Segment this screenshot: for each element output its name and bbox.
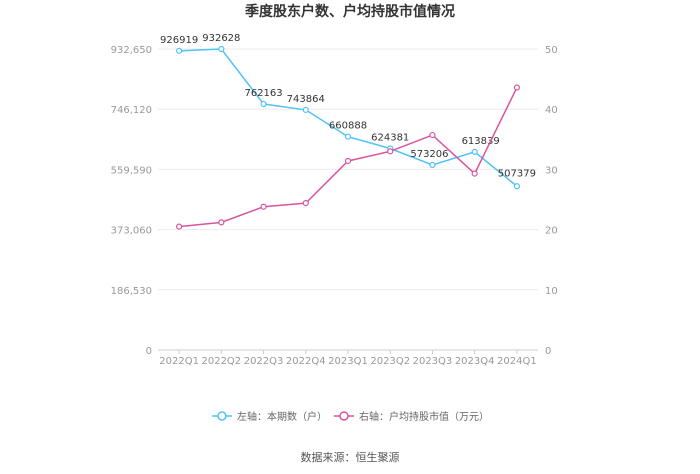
legend-label: 右轴：户均持股市值（万元）	[359, 410, 489, 423]
series-group: 926919 932628 762163 743864 660888 6243815732…	[160, 33, 536, 230]
series-1-point	[218, 45, 225, 53]
right-axis-tick-label: 10	[545, 286, 558, 297]
series-1-point	[260, 100, 267, 108]
chart-title: 季度股东户数、户均持股市值情况	[244, 3, 455, 20]
grid	[158, 48, 538, 351]
x-axis: 2022Q1 2022Q2 2022Q3 2022Q4 2023Q1 2023Q2 2023…	[159, 350, 537, 367]
x-axis-tick-label: 2023Q2	[370, 356, 410, 367]
series-2-line	[179, 87, 518, 228]
data-label: 624381	[371, 132, 409, 143]
legend-label: 左轴：本期数（户）	[237, 410, 327, 423]
data-label: 932628	[202, 33, 240, 44]
x-axis-tick-label: 2023Q4	[455, 356, 495, 367]
series-2-point	[471, 170, 478, 177]
data-label: 507379	[498, 168, 536, 179]
series-1-point	[429, 161, 436, 169]
left-axis-tick-label: 0	[146, 346, 152, 357]
series-2-point	[176, 223, 183, 230]
x-axis-tick-label: 2023Q1	[328, 356, 368, 367]
right-axis: 0 10 20 30 40 50	[545, 45, 558, 357]
right-axis-tick-label: 30	[545, 165, 558, 176]
series-2-point	[429, 131, 436, 139]
left-axis-tick-label: 373,060	[111, 226, 152, 237]
x-axis-tick-label: 2022Q4	[286, 356, 326, 367]
series-2	[176, 84, 520, 230]
x-axis-tick-label: 2022Q2	[201, 356, 241, 367]
left-axis-tick-label: 746,120	[111, 105, 152, 116]
right-axis-tick-label: 20	[545, 226, 558, 237]
x-axis-tick-label: 2022Q3	[244, 356, 284, 367]
series-2-point	[387, 148, 394, 155]
legend-marker	[339, 411, 349, 421]
series-2-point	[344, 157, 352, 165]
legend-item[interactable]: 左轴：本期数（户）	[212, 410, 327, 423]
legend[interactable]: 左轴：本期数（户） 右轴：户均持股市值（万元）	[212, 410, 489, 423]
legend-item[interactable]: 右轴：户均持股市值（万元）	[334, 410, 489, 423]
left-axis-tick-label: 559,590	[111, 165, 152, 176]
series-1-point	[302, 106, 309, 114]
data-label: 926919	[160, 35, 198, 46]
right-axis-tick-label: 0	[545, 346, 551, 357]
left-axis: 0 186,530 373,060 559,590 746,120 932,650	[111, 45, 152, 357]
legend-marker	[217, 411, 227, 421]
data-label: 573206	[410, 149, 448, 160]
series-1-point	[344, 133, 352, 140]
x-axis-tick-label: 2023Q3	[413, 356, 453, 367]
x-axis-tick-label: 2022Q1	[159, 356, 199, 367]
source-note: 数据来源：恒生聚源	[301, 450, 400, 464]
series-1-point	[513, 183, 520, 190]
series-1-point	[471, 148, 478, 155]
series-1: 926919 932628 762163 743864 660888 6243815732…	[160, 33, 536, 190]
series-2-point	[260, 203, 267, 210]
series-1-point	[176, 47, 183, 54]
right-axis-tick-label: 40	[545, 105, 558, 116]
right-axis-tick-label: 50	[545, 45, 558, 56]
series-2-point	[302, 200, 309, 207]
data-label: 613839	[462, 136, 500, 147]
left-axis-tick-label: 932,650	[111, 45, 152, 56]
series-2-point	[513, 84, 520, 91]
series-2-point	[218, 219, 225, 226]
data-label: 743864	[287, 94, 325, 105]
left-axis-tick-label: 186,530	[111, 286, 152, 297]
x-axis-tick-label: 2024Q1	[497, 356, 537, 367]
data-label: 660888	[329, 121, 367, 132]
data-label: 762163	[244, 88, 282, 99]
